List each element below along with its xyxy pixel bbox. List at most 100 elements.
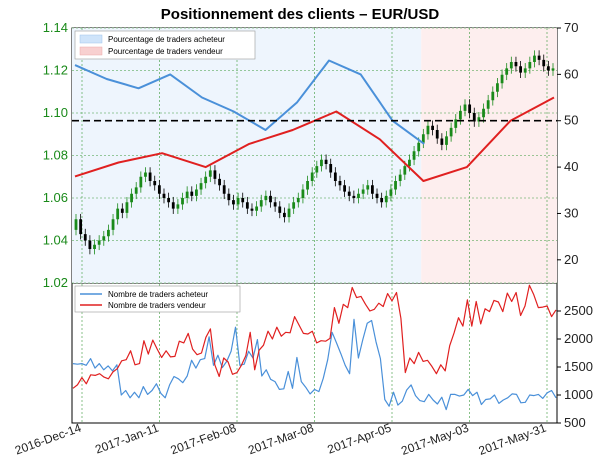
candle-body — [426, 125, 430, 135]
candle-body — [278, 206, 282, 213]
right-axis-tick-label: 30 — [564, 205, 578, 220]
candle-body — [394, 181, 397, 190]
series-line-buyer-count — [72, 318, 557, 411]
legend-swatch-buyer-pct — [79, 34, 103, 44]
candle-body — [236, 198, 240, 205]
left-axis-tick-label: 1.06 — [43, 190, 68, 205]
candle-body — [509, 62, 513, 69]
candle-body — [195, 189, 198, 196]
candle-body — [408, 159, 411, 167]
candle-body — [74, 219, 78, 230]
x-axis-tick-label: 2017-May-03 — [399, 421, 471, 458]
candle-body — [389, 189, 393, 196]
candle-body — [97, 240, 101, 245]
candle-body — [384, 195, 388, 203]
candle-body — [116, 208, 120, 220]
candle-body — [449, 127, 453, 137]
candle-body — [130, 193, 133, 203]
bottom-panel-series — [72, 284, 557, 411]
top-legend: Pourcentage de traders acheteur Pourcent… — [74, 30, 256, 60]
legend-label-buyer-pct: Pourcentage de traders acheteur — [108, 35, 225, 44]
candle-body — [245, 202, 249, 209]
right-axis-tick-label: 70 — [564, 20, 578, 35]
legend-label-seller-count: Nombre de traders vendeur — [108, 301, 206, 310]
candle-body — [352, 195, 356, 198]
bottom-axis-tick-label: 500 — [564, 415, 586, 430]
candle-body — [445, 136, 448, 145]
candle-body — [222, 185, 226, 194]
candle-body — [366, 185, 370, 190]
candle-body — [398, 174, 402, 181]
candle-body — [259, 200, 263, 207]
candle-body — [306, 181, 309, 190]
candle-body — [88, 240, 92, 249]
candle-body — [380, 198, 384, 203]
candle-body — [412, 151, 416, 160]
x-axis-tick-label: 2017-Jan-11 — [93, 421, 161, 457]
candle-body — [463, 104, 467, 111]
candle-body — [144, 172, 147, 177]
bottom-axis-tick-label: 2500 — [564, 303, 593, 318]
x-axis-tick-label: 2017-Apr-05 — [326, 421, 394, 457]
candle-body — [204, 176, 208, 184]
candle-body — [79, 219, 83, 235]
bottom-legend-box — [74, 285, 241, 313]
candle-body — [468, 104, 472, 113]
candle-body — [417, 142, 421, 152]
candle-body — [120, 208, 124, 213]
candle-body — [519, 66, 522, 73]
candle-body — [250, 208, 254, 211]
left-axis-tick-label: 1.10 — [43, 105, 68, 120]
left-axis-tick-label: 1.14 — [43, 20, 68, 35]
left-axis-tick-label: 1.12 — [43, 63, 68, 78]
candle-body — [181, 198, 184, 205]
candle-body — [505, 68, 509, 75]
candle-body — [102, 236, 106, 241]
candle-body — [370, 185, 374, 194]
right-axis-tick-label: 20 — [564, 252, 578, 267]
bottom-axis-tick-label: 1500 — [564, 359, 593, 374]
candle-body — [296, 198, 300, 203]
bottom-axis-tick-label: 1000 — [564, 387, 593, 402]
candle-body — [227, 193, 231, 201]
candle-body — [148, 172, 152, 181]
candle-body — [361, 189, 365, 194]
left-axis-tick-label: 1.04 — [43, 233, 68, 248]
candle-body — [157, 185, 161, 194]
candle-body — [107, 229, 110, 237]
x-axis-tick-label: 2017-May-31 — [477, 421, 549, 458]
candle-body — [310, 172, 314, 181]
candle-body — [241, 198, 245, 203]
grid-lines — [72, 27, 557, 423]
top-background-regions — [72, 28, 557, 283]
candle-body — [162, 193, 166, 198]
candle-body — [213, 170, 217, 179]
candle-body — [301, 189, 305, 198]
candle-body — [190, 191, 194, 196]
candle-body — [533, 55, 536, 62]
candle-body — [338, 181, 342, 186]
candle-body — [153, 181, 157, 186]
series-line-seller-count — [72, 284, 557, 389]
right-axis-tick-label: 40 — [564, 159, 578, 174]
top-legend-box — [74, 30, 256, 60]
candle-body — [537, 55, 541, 60]
candle-body — [273, 202, 277, 207]
candle-body — [482, 108, 485, 118]
x-axis-tick-label: 2017-Mar-08 — [246, 421, 316, 458]
candle-body — [435, 130, 439, 139]
x-axis-tick-label: 2017-Feb-08 — [169, 421, 239, 458]
candle-body — [176, 204, 180, 209]
candle-body — [431, 125, 434, 130]
buyer-majority-region — [72, 28, 422, 283]
candle-body — [292, 202, 296, 209]
candle-body — [264, 195, 268, 201]
candle-body — [139, 176, 143, 188]
legend-label-seller-pct: Pourcentage de traders vendeur — [108, 47, 223, 56]
candle-body — [324, 159, 328, 164]
candle-body — [523, 68, 527, 73]
candle-body — [542, 59, 546, 67]
bottom-axis-tick-label: 2000 — [564, 331, 593, 346]
candle-body — [287, 208, 291, 218]
